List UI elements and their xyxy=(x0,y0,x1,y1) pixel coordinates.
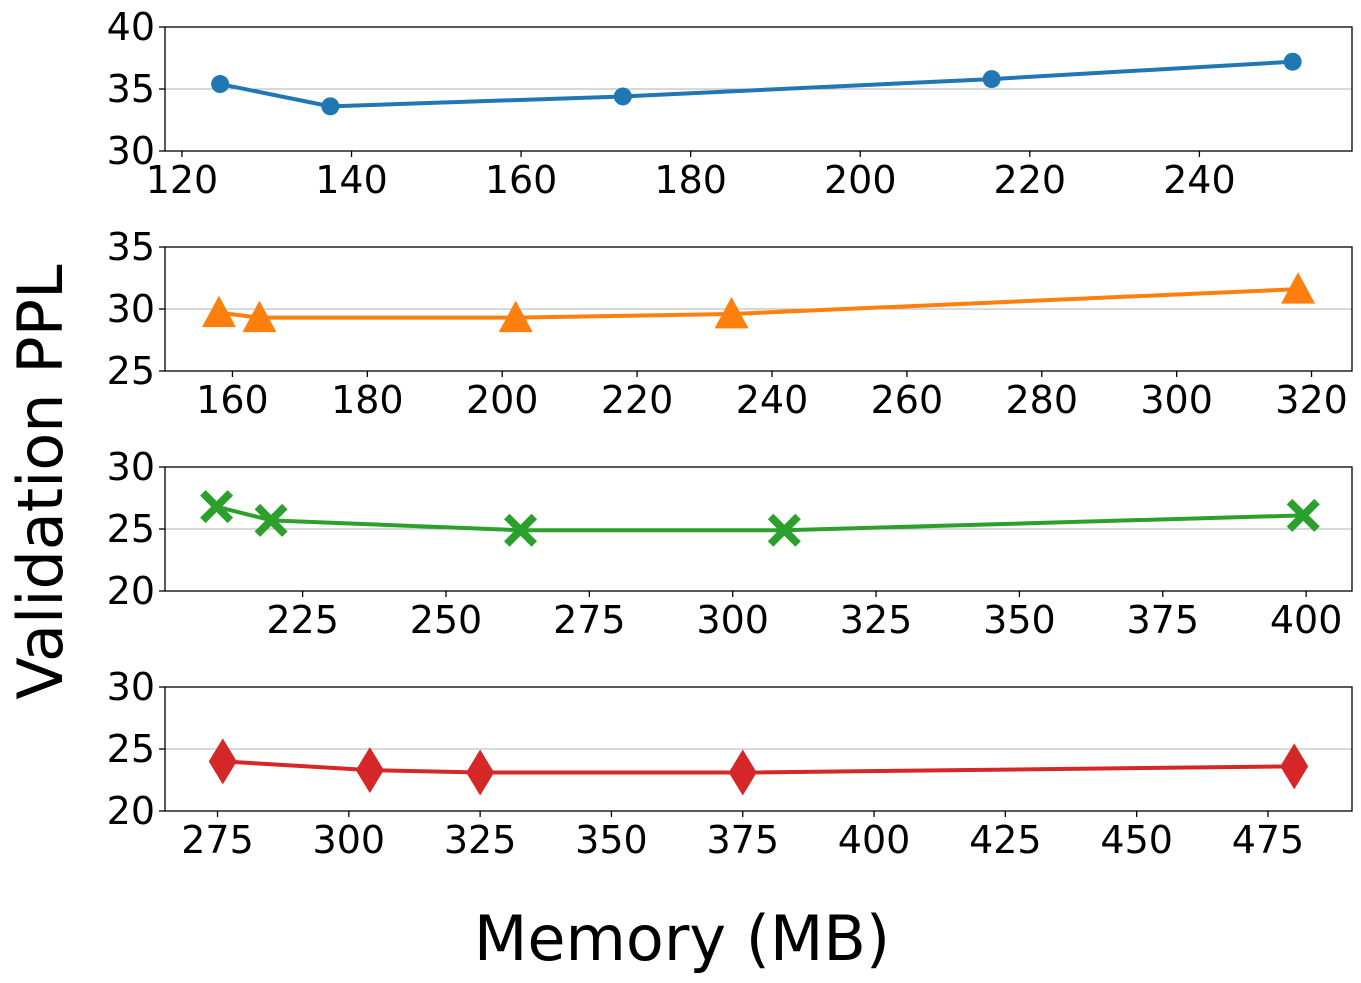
y-tick-label: 25 xyxy=(107,727,155,771)
data-point xyxy=(208,738,237,785)
x-tick-label: 160 xyxy=(196,378,269,422)
x-tick-label: 375 xyxy=(1127,598,1200,642)
series-line xyxy=(214,504,1306,533)
x-tick-label: 260 xyxy=(871,378,944,422)
data-point xyxy=(1286,498,1320,532)
x-tick-label: 160 xyxy=(485,158,558,202)
y-axis-title: Validation PPL xyxy=(4,264,77,700)
data-point xyxy=(504,513,538,547)
x-tick-label: 225 xyxy=(266,598,339,642)
data-point xyxy=(728,749,757,796)
x-tick-label: 425 xyxy=(969,818,1042,862)
data-point xyxy=(613,87,632,106)
x-tick-label: 200 xyxy=(466,378,539,422)
y-tick-label: 40 xyxy=(107,5,155,49)
panel-4: 20 25 30 275 300 325 350 375 400 425 450 475 xyxy=(107,665,1353,862)
x-tick-label: 450 xyxy=(1100,818,1173,862)
x-tick-label: 180 xyxy=(654,158,727,202)
y-tick-label: 35 xyxy=(107,225,155,269)
x-tick-label: 220 xyxy=(994,158,1067,202)
x-tick-label: 375 xyxy=(706,818,779,862)
series-line xyxy=(220,759,1297,775)
y-tick-label: 30 xyxy=(107,665,155,709)
data-point xyxy=(242,300,277,333)
x-tick-label: 350 xyxy=(575,818,648,862)
panel-2: 25 30 35 160 180 200 220 240 260 280 300 320 xyxy=(107,225,1353,422)
data-point xyxy=(1280,743,1309,790)
x-tick-label: 325 xyxy=(840,598,913,642)
x-tick-label: 320 xyxy=(1275,378,1348,422)
x-tick-label: 220 xyxy=(601,378,674,422)
data-point xyxy=(321,97,340,116)
y-tick-label: 35 xyxy=(107,67,155,111)
x-tick-label: 350 xyxy=(983,598,1056,642)
x-tick-label: 200 xyxy=(824,158,897,202)
data-point xyxy=(254,503,288,537)
panel-1: 30 35 40 120 140 160 180 200 220 240 xyxy=(107,5,1353,202)
x-tick-label: 275 xyxy=(553,598,626,642)
data-point xyxy=(355,747,384,794)
y-tick-label: 25 xyxy=(107,507,155,551)
x-tick-label: 475 xyxy=(1232,818,1305,862)
x-tick-label: 325 xyxy=(444,818,517,862)
x-tick-label: 250 xyxy=(410,598,483,642)
data-point xyxy=(201,295,236,328)
data-point xyxy=(466,749,495,796)
data-point xyxy=(767,513,801,547)
x-tick-label: 300 xyxy=(696,598,769,642)
x-tick-label: 120 xyxy=(146,158,219,202)
x-tick-label: 300 xyxy=(1140,378,1213,422)
x-tick-label: 400 xyxy=(1270,598,1343,642)
y-tick-label: 25 xyxy=(107,349,155,393)
data-point xyxy=(1281,272,1316,304)
y-tick-label: 20 xyxy=(107,569,155,613)
x-tick-label: 140 xyxy=(315,158,388,202)
panel-3: 20 25 30 225 250 275 300 325 350 375 400 xyxy=(107,445,1353,642)
data-point xyxy=(982,70,1001,89)
x-tick-label: 275 xyxy=(181,818,254,862)
series-line xyxy=(216,287,1301,320)
series-line xyxy=(218,59,1295,109)
data-point xyxy=(1283,52,1302,71)
y-tick-label: 30 xyxy=(107,287,155,331)
data-point xyxy=(714,296,749,329)
y-tick-label: 30 xyxy=(107,129,155,173)
x-tick-label: 300 xyxy=(313,818,386,862)
x-tick-label: 180 xyxy=(331,378,404,422)
y-tick-label: 30 xyxy=(107,445,155,489)
y-tick-label: 20 xyxy=(107,789,155,833)
x-tick-label: 280 xyxy=(1005,378,1078,422)
data-point xyxy=(211,75,230,94)
data-point xyxy=(498,300,533,333)
data-point xyxy=(200,490,234,524)
x-tick-label: 400 xyxy=(838,818,911,862)
x-axis-title: Memory (MB) xyxy=(474,902,890,975)
x-tick-label: 240 xyxy=(736,378,809,422)
x-tick-label: 240 xyxy=(1163,158,1236,202)
